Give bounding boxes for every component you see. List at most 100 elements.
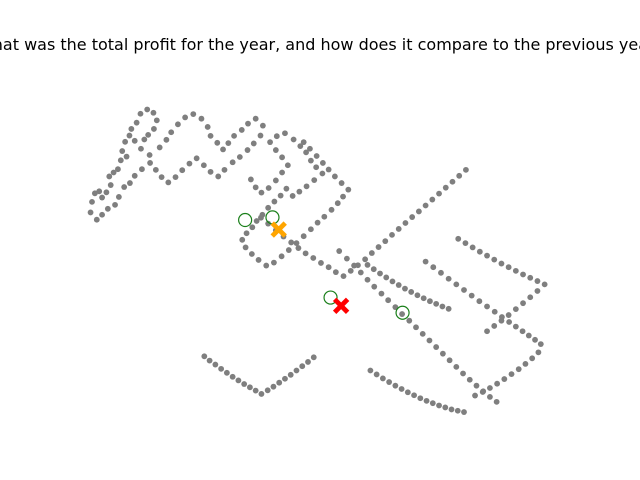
- data-point: [364, 262, 371, 268]
- data-point: [139, 166, 145, 173]
- data-point: [463, 166, 469, 173]
- data-point: [433, 344, 440, 350]
- data-point: [115, 166, 121, 173]
- query-marker-stroke: [270, 221, 287, 238]
- data-point: [271, 198, 278, 205]
- data-point: [520, 271, 526, 278]
- data-point: [293, 240, 300, 247]
- data-point: [279, 154, 285, 161]
- data-point: [522, 361, 529, 367]
- data-point: [131, 137, 138, 144]
- data-point: [377, 270, 383, 277]
- data-point: [319, 160, 326, 166]
- data-point: [351, 262, 357, 269]
- data-point: [375, 244, 382, 250]
- data-point: [386, 379, 393, 385]
- data-point: [336, 248, 343, 254]
- data-point: [487, 394, 493, 400]
- data-point: [501, 376, 508, 382]
- data-point: [417, 395, 424, 402]
- data-point: [193, 155, 200, 162]
- data-point: [206, 357, 213, 364]
- data-point: [241, 381, 248, 387]
- data-point: [389, 278, 396, 285]
- data-point: [445, 275, 452, 282]
- data-point: [207, 168, 214, 175]
- data-point: [265, 185, 272, 191]
- data-point: [141, 136, 148, 143]
- data-point: [247, 176, 254, 183]
- data-point: [491, 308, 498, 315]
- data-point: [303, 149, 309, 156]
- data-point: [408, 289, 415, 295]
- data-point: [265, 220, 272, 227]
- data-point: [153, 117, 160, 124]
- data-point: [243, 230, 250, 237]
- data-point: [461, 409, 467, 415]
- data-point: [163, 136, 170, 143]
- data-point: [99, 211, 105, 218]
- data-point: [255, 257, 262, 263]
- data-point: [371, 283, 378, 290]
- data-point: [310, 255, 317, 261]
- data-point: [529, 355, 536, 362]
- data-point: [515, 366, 522, 373]
- data-point: [436, 402, 442, 409]
- data-point: [302, 250, 309, 257]
- data-point: [520, 300, 526, 307]
- data-point: [238, 127, 245, 133]
- data-point: [151, 126, 157, 132]
- data-point: [279, 169, 285, 176]
- data-point: [373, 371, 380, 378]
- data-point: [340, 273, 347, 280]
- data-point: [484, 303, 490, 310]
- data-point: [460, 370, 466, 377]
- data-point: [506, 319, 513, 325]
- data-point: [519, 328, 526, 335]
- data-point: [415, 208, 422, 215]
- data-point: [493, 398, 500, 405]
- data-point: [214, 139, 221, 146]
- data-point: [340, 193, 346, 200]
- data-point: [429, 196, 436, 203]
- data-point: [423, 397, 430, 404]
- data-point: [123, 153, 130, 160]
- data-point: [258, 214, 264, 221]
- data-point: [144, 106, 151, 113]
- data-point: [104, 205, 111, 212]
- data-point: [239, 236, 246, 243]
- data-point: [512, 267, 519, 274]
- data-point: [284, 162, 291, 169]
- data-point: [293, 367, 300, 374]
- data-point: [399, 311, 405, 317]
- data-point: [466, 376, 473, 383]
- data-point: [131, 172, 138, 179]
- data-point: [235, 377, 242, 384]
- data-point: [283, 185, 290, 192]
- data-point: [201, 353, 208, 360]
- data-point: [168, 129, 175, 136]
- data-point: [231, 132, 237, 139]
- data-point: [249, 224, 256, 231]
- data-point: [264, 387, 271, 394]
- data-point: [307, 157, 314, 164]
- data-point: [314, 219, 321, 226]
- data-point: [409, 214, 416, 220]
- data-point: [439, 350, 446, 357]
- data-point: [345, 186, 352, 193]
- data-point: [107, 182, 114, 188]
- data-point: [313, 164, 320, 171]
- data-point: [364, 276, 371, 283]
- data-point: [295, 245, 302, 251]
- data-point: [491, 323, 498, 329]
- data-point: [242, 244, 249, 251]
- data-point: [99, 194, 105, 201]
- data-point: [158, 174, 165, 181]
- data-point: [505, 312, 512, 318]
- data-point: [122, 138, 129, 145]
- data-point: [172, 174, 179, 181]
- data-point: [290, 136, 297, 143]
- data-point: [456, 172, 463, 179]
- data-point: [198, 115, 205, 122]
